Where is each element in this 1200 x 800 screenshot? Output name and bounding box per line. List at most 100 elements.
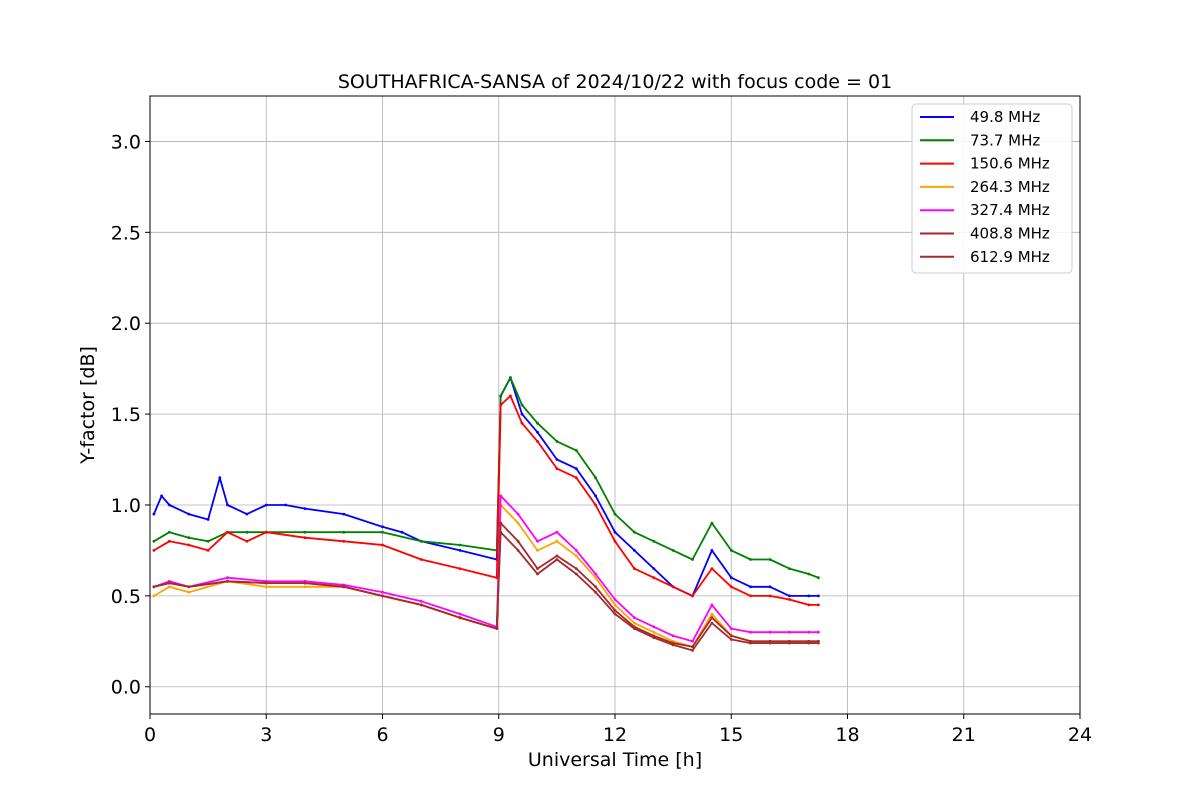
legend-label: 150.6 MHz bbox=[970, 155, 1050, 173]
data-point bbox=[400, 530, 404, 534]
data-point bbox=[729, 638, 733, 641]
series-6 bbox=[152, 530, 820, 652]
data-point bbox=[342, 539, 346, 543]
data-point bbox=[613, 603, 617, 607]
data-point bbox=[574, 549, 578, 552]
data-point bbox=[419, 599, 423, 603]
data-point bbox=[187, 590, 191, 594]
data-point bbox=[187, 512, 191, 516]
data-point bbox=[458, 549, 462, 552]
data-point bbox=[817, 641, 820, 645]
data-point bbox=[710, 612, 714, 616]
y-tick-label: 0.5 bbox=[111, 586, 141, 608]
series-4 bbox=[152, 494, 820, 643]
data-point bbox=[516, 549, 520, 552]
x-tick-label: 9 bbox=[493, 724, 505, 746]
data-point bbox=[226, 530, 229, 534]
data-point bbox=[303, 536, 307, 540]
data-point bbox=[342, 512, 346, 516]
data-point bbox=[516, 539, 520, 543]
data-point bbox=[168, 503, 171, 507]
data-point bbox=[458, 612, 462, 616]
data-point bbox=[574, 467, 578, 470]
data-point bbox=[206, 549, 210, 552]
data-point bbox=[613, 598, 617, 601]
data-point bbox=[218, 476, 222, 480]
y-tick-label: 1.0 bbox=[111, 495, 141, 517]
data-point bbox=[458, 616, 462, 620]
x-tick-label: 18 bbox=[835, 724, 859, 746]
data-point bbox=[574, 572, 578, 576]
data-point bbox=[594, 585, 597, 589]
data-point bbox=[516, 521, 520, 525]
data-point bbox=[729, 585, 733, 589]
data-point bbox=[499, 403, 503, 407]
data-point bbox=[520, 412, 524, 416]
data-point bbox=[749, 630, 752, 634]
data-point bbox=[768, 594, 772, 598]
data-point bbox=[817, 603, 820, 607]
data-point bbox=[671, 643, 675, 647]
data-point bbox=[817, 594, 820, 598]
data-point bbox=[574, 567, 578, 570]
data-point bbox=[284, 503, 287, 507]
data-point bbox=[160, 494, 164, 498]
x-axis-label: Universal Time [h] bbox=[528, 749, 702, 771]
data-point bbox=[807, 641, 811, 645]
legend-label: 264.3 MHz bbox=[970, 178, 1050, 196]
data-point bbox=[710, 621, 714, 625]
data-point bbox=[807, 630, 811, 634]
data-point bbox=[520, 421, 524, 425]
data-point bbox=[226, 579, 229, 583]
data-point bbox=[729, 576, 733, 580]
data-point bbox=[516, 512, 520, 516]
x-tick-label: 24 bbox=[1068, 724, 1092, 746]
data-point bbox=[691, 639, 694, 643]
data-point bbox=[168, 530, 171, 534]
data-series-layer bbox=[152, 376, 820, 652]
data-point bbox=[613, 609, 617, 612]
data-point bbox=[652, 576, 656, 580]
data-point bbox=[817, 630, 820, 634]
data-point bbox=[691, 558, 694, 561]
data-point bbox=[613, 539, 617, 543]
data-point bbox=[555, 440, 559, 443]
data-point bbox=[495, 627, 499, 630]
data-point bbox=[652, 567, 656, 570]
data-point bbox=[652, 636, 656, 640]
data-point bbox=[788, 598, 791, 601]
data-point bbox=[536, 572, 539, 576]
data-point bbox=[671, 549, 675, 552]
chart-title: SOUTHAFRICA-SANSA of 2024/10/22 with foc… bbox=[338, 71, 892, 93]
data-point bbox=[499, 494, 503, 498]
y-tick-label: 0.0 bbox=[111, 677, 141, 699]
data-point bbox=[245, 512, 249, 516]
data-point bbox=[187, 543, 191, 547]
legend-label: 408.8 MHz bbox=[970, 225, 1050, 243]
legend: 49.8 MHz 73.7 MHz 150.6 MHz 264.3 MHz 327.4… bbox=[911, 103, 1073, 274]
data-point bbox=[509, 394, 512, 398]
data-point bbox=[652, 625, 656, 629]
x-tick-label: 6 bbox=[376, 724, 388, 746]
data-point bbox=[152, 512, 156, 516]
data-point bbox=[303, 585, 307, 589]
data-point bbox=[574, 449, 578, 452]
data-point bbox=[264, 503, 268, 507]
data-point bbox=[168, 539, 171, 543]
data-point bbox=[817, 576, 820, 580]
data-point bbox=[509, 376, 512, 380]
data-point bbox=[710, 603, 714, 607]
x-tick-label: 3 bbox=[260, 724, 272, 746]
data-point bbox=[187, 585, 191, 589]
data-point bbox=[710, 616, 714, 620]
axis-ticks: 0 3 6 9 12 15 18 21 24 0.0 0.5 1.0 1.5 2.0 2.5 3.0 bbox=[111, 131, 1092, 746]
data-point bbox=[342, 585, 346, 589]
x-tick-label: 21 bbox=[952, 724, 976, 746]
data-point bbox=[520, 403, 524, 407]
data-point bbox=[206, 539, 210, 543]
data-point bbox=[594, 572, 597, 576]
data-point bbox=[691, 594, 694, 598]
data-point bbox=[613, 612, 617, 616]
data-point bbox=[729, 627, 733, 630]
data-point bbox=[555, 530, 559, 534]
